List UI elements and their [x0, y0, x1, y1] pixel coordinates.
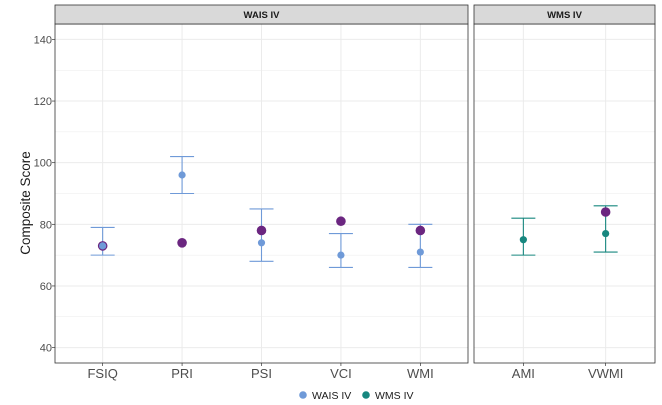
x-tick-label: PRI [171, 366, 193, 381]
y-axis: 40 60 80 100 120 140 [34, 34, 55, 355]
facet-panels: WAIS IV FSIQ PRI PSI VCI WMI WMS IV AMI VWMI [54, 4, 656, 381]
data-point [602, 229, 610, 238]
y-tick-label: 140 [34, 34, 52, 46]
overlay-point [256, 225, 267, 236]
legend-item-wms-iv: WMS IV [362, 390, 414, 402]
x-tick-label: AMI [512, 366, 535, 381]
facet-strip-label: WAIS IV [244, 10, 281, 21]
x-tick-label: WMI [407, 366, 434, 381]
legend-key [299, 391, 307, 399]
y-tick-label: 40 [40, 343, 52, 355]
facet-strip-label: WMS IV [547, 10, 582, 21]
x-tick-label: FSIQ [87, 366, 117, 381]
legend-label: WMS IV [375, 390, 414, 402]
panel-wais-iv: WAIS IV FSIQ PRI PSI VCI WMI [54, 4, 469, 381]
legend-label: WAIS IV [312, 390, 351, 402]
data-point [337, 251, 345, 259]
x-tick-label: VCI [330, 366, 352, 381]
y-tick-label: 100 [34, 158, 52, 170]
legend: WAIS IV WMS IV [299, 390, 414, 402]
x-tick-label: PSI [251, 366, 272, 381]
overlay-point [600, 207, 611, 217]
overlay-point [177, 238, 187, 248]
y-tick-label: 120 [34, 96, 52, 108]
x-tick-label: VWMI [588, 366, 623, 381]
data-point [99, 242, 107, 250]
facet-strip [473, 4, 656, 25]
y-tick-label: 60 [40, 281, 52, 293]
y-axis-title: Composite Score [18, 151, 33, 255]
panel-wms-iv: WMS IV AMI VWMI [473, 4, 656, 381]
y-tick-label: 80 [40, 219, 52, 231]
overlay-point [415, 225, 426, 236]
data-point [416, 248, 424, 256]
facet-strip [54, 4, 469, 25]
error-bar [328, 233, 353, 269]
data-point [178, 171, 186, 179]
data-point [257, 239, 266, 247]
legend-item-wais-iv: WAIS IV [299, 390, 351, 402]
overlay-point [336, 216, 346, 227]
legend-key [362, 391, 370, 399]
data-point [519, 236, 527, 244]
